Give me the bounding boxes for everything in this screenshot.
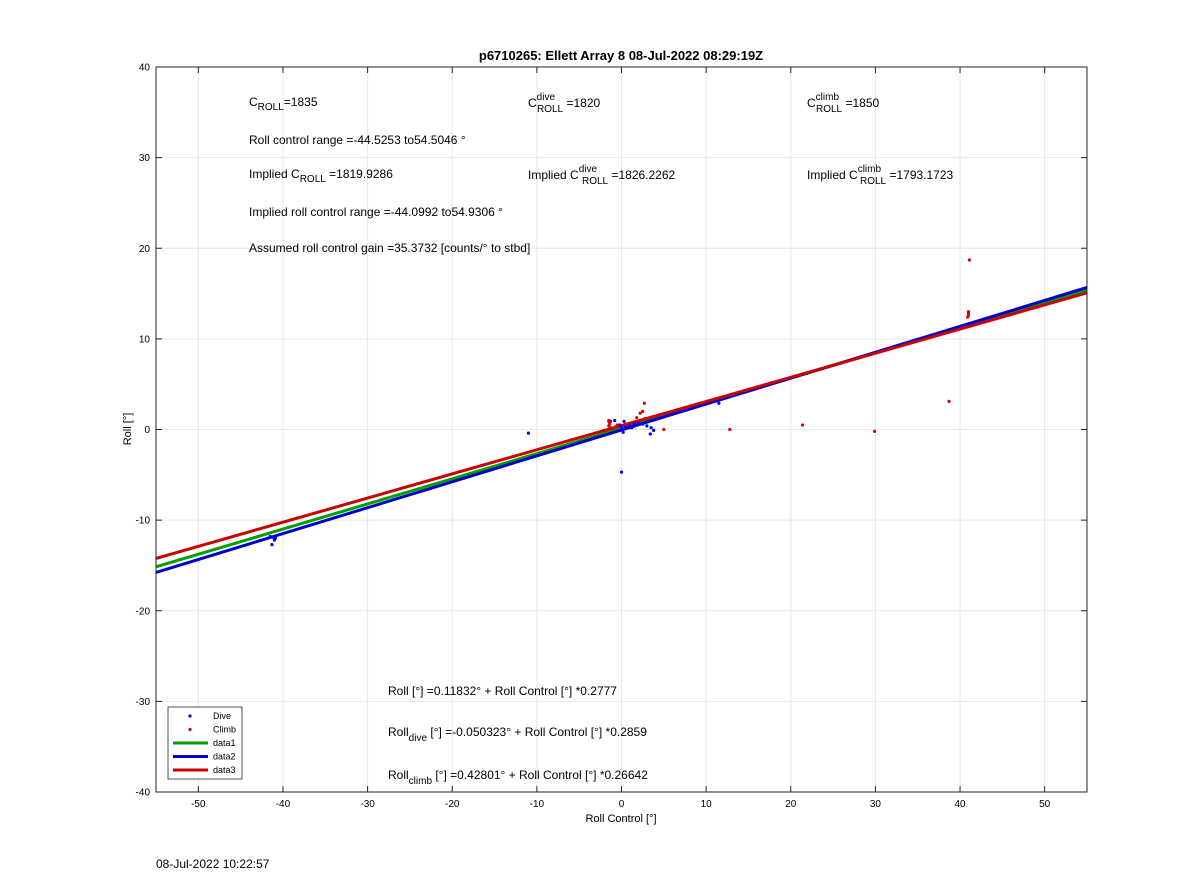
data-point-climb [613, 425, 618, 429]
x-tick-label: -10 [530, 799, 545, 810]
data-point-dive [632, 422, 636, 426]
x-tick-labels: -50 -40 -30 -20 -10 0 10 20 30 40 50 [191, 799, 1051, 810]
legend-label: data1 [213, 738, 236, 748]
x-tick-label: 0 [619, 799, 625, 810]
footer-timestamp: 08-Jul-2022 10:22:57 [156, 857, 270, 871]
data-point-climb [966, 315, 970, 319]
data-points [268, 258, 971, 547]
data-point-climb [728, 427, 732, 432]
data-point-dive [621, 430, 625, 434]
y-tick-label: 10 [139, 334, 151, 345]
annotation-implied-c-roll: Implied CROLL =1819.9286 [249, 167, 393, 185]
fit-line-data3 [156, 291, 1087, 560]
data-point-climb [641, 409, 645, 413]
x-tick-label: -50 [191, 799, 206, 810]
data-point-dive [648, 432, 652, 436]
annotation-implied-c-roll-dive: Implied Cdive ROLL =1826.2262 [528, 164, 676, 187]
y-tick-label: 40 [139, 63, 151, 74]
y-tick-label: -20 [136, 606, 151, 617]
y-tick-label: -40 [136, 788, 151, 799]
data-point-dive [619, 470, 624, 474]
data-point-dive [649, 426, 653, 430]
legend-label: data2 [213, 752, 236, 762]
x-axis-label: Roll Control [°] [585, 813, 656, 825]
data-point-dive [273, 536, 277, 540]
data-point-dive [268, 534, 272, 539]
legend-marker [188, 714, 192, 718]
plot-frame [155, 66, 1088, 793]
chart-title: p6710265: Ellett Array 8 08-Jul-2022 08:… [479, 48, 763, 63]
data-point-dive [636, 421, 641, 425]
data-point-dive [613, 418, 617, 423]
data-point-climb [642, 401, 646, 405]
data-point-climb [966, 310, 971, 314]
legend-label: Dive [213, 711, 231, 721]
annotation-fit-all: Roll [°] =0.11832° + Roll Control [°] *0… [388, 684, 617, 698]
data-point-dive [645, 424, 649, 428]
data-point-climb [608, 422, 612, 426]
data-point-climb [947, 399, 951, 404]
data-point-dive [270, 542, 274, 547]
y-tick-label: 20 [139, 244, 151, 255]
data-point-dive [271, 535, 275, 539]
data-point-dive [618, 423, 622, 427]
data-point-climb [608, 426, 613, 430]
x-tick-label: -20 [445, 799, 460, 810]
data-point-dive [526, 431, 531, 435]
data-point-dive [624, 425, 628, 429]
annotation-c-roll-climb: Cclimb ROLL =1850 [807, 92, 879, 115]
annotation-gain: Assumed roll control gain =35.3732 [coun… [249, 241, 530, 255]
legend-label: data3 [213, 765, 236, 775]
y-tick-label: 30 [139, 153, 151, 164]
x-tick-label: 30 [870, 799, 882, 810]
y-axis-label: Roll [°] [122, 413, 134, 446]
x-tick-label: 50 [1039, 799, 1051, 810]
annotation-fit-climb: Rollclimb [°] =0.42801° + Roll Control [… [388, 768, 648, 787]
legend-label: Climb [213, 725, 236, 735]
fit-line-data2 [156, 286, 1087, 574]
data-point-dive [622, 419, 626, 423]
annotation-c-roll-dive: Cdive ROLL =1820 [528, 92, 600, 115]
data-point-climb [872, 429, 877, 433]
data-point-dive [630, 426, 634, 430]
data-point-dive [619, 426, 624, 430]
data-point-dive [641, 422, 645, 426]
data-point-climb [635, 416, 639, 420]
data-point-climb [967, 258, 971, 262]
data-point-dive [717, 401, 721, 405]
data-point-climb [638, 411, 642, 415]
legend: Dive Climb data1 data2 data3 [167, 706, 243, 780]
legend-marker [188, 727, 192, 732]
y-tick-label: -10 [136, 516, 151, 527]
data-point-climb [643, 417, 647, 421]
x-tick-label: 10 [701, 799, 713, 810]
data-point-climb [624, 422, 628, 426]
annotation-fit-dive: Rolldive [°] =-0.050323° + Roll Control … [388, 725, 647, 744]
x-tick-label: -40 [276, 799, 291, 810]
annotation-implied-range: Implied roll control range =-44.0992 to5… [249, 205, 503, 219]
annotation-implied-c-roll-climb: Implied Cclimb ROLL =1793.1723 [807, 164, 954, 187]
y-tick-label: -30 [136, 697, 151, 708]
data-point-climb [662, 427, 666, 432]
data-point-climb [801, 423, 805, 427]
y-tick-label: 0 [144, 425, 150, 436]
annotation-c-roll: CROLL=1835 [249, 95, 318, 113]
data-point-dive [652, 428, 656, 433]
annotation-roll-range: Roll control range =-44.5253 to54.5046 ° [249, 133, 466, 147]
data-point-climb [607, 418, 611, 423]
x-tick-label: -30 [360, 799, 375, 810]
x-tick-label: 20 [785, 799, 797, 810]
x-tick-label: 40 [954, 799, 966, 810]
y-tick-labels: -40 -30 -20 -10 0 10 20 30 40 [136, 63, 151, 799]
